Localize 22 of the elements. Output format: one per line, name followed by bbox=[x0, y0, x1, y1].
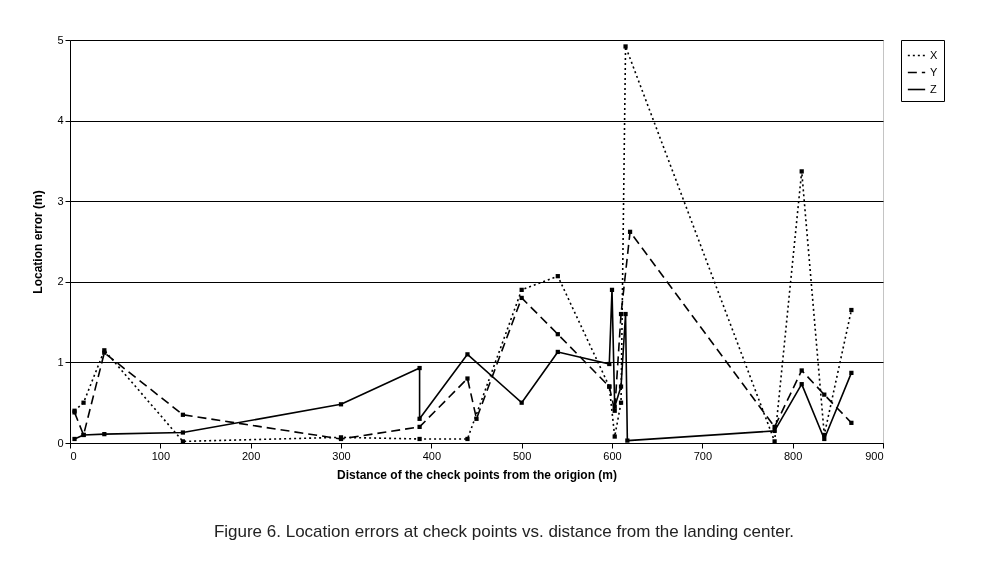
x-tick-label: 0 bbox=[70, 449, 77, 462]
y-tick-label: 2 bbox=[57, 275, 64, 288]
x-tick-label: 800 bbox=[783, 449, 803, 462]
y-axis-title: Location error (m) bbox=[31, 190, 46, 294]
x-axis-title: Distance of the check points from the origion (m) bbox=[336, 467, 618, 482]
y-tick-label: 4 bbox=[57, 114, 64, 127]
x-tick-label: 100 bbox=[151, 449, 171, 462]
x-tick-label: 500 bbox=[512, 449, 532, 462]
y-tick-label: 5 bbox=[57, 33, 64, 46]
x-tick-label: 300 bbox=[332, 449, 351, 462]
y-tick-label: 3 bbox=[57, 194, 64, 207]
y-tick-label: 1 bbox=[57, 355, 64, 368]
x-tick-label: 900 bbox=[865, 449, 884, 462]
legend-label: X bbox=[930, 48, 938, 61]
y-tick-label: 0 bbox=[57, 436, 64, 449]
x-tick-label: 700 bbox=[693, 449, 713, 462]
legend-label: Y bbox=[930, 65, 938, 78]
caption: Figure 6. Location errors at check points vs. distance from the landing center. bbox=[212, 522, 796, 542]
x-tick-label: 200 bbox=[241, 449, 261, 462]
legend-label: Z bbox=[930, 82, 937, 95]
x-tick-label: 600 bbox=[603, 449, 622, 462]
x-tick-label: 400 bbox=[422, 449, 442, 462]
